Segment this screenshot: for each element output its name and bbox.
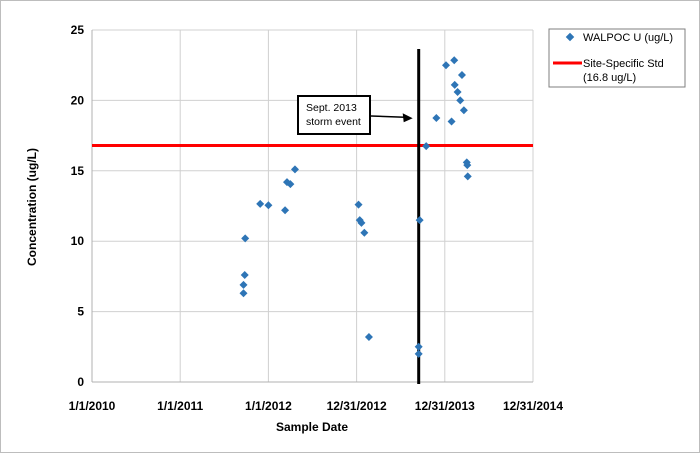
legend: WALPOC U (ug/L) Site-Specific Std (16.8 … bbox=[548, 28, 686, 88]
data-point bbox=[463, 172, 472, 181]
data-point bbox=[414, 349, 423, 358]
legend-label-std-line2: (16.8 ug/L) bbox=[583, 72, 636, 84]
data-point bbox=[447, 117, 456, 126]
data-point bbox=[239, 289, 248, 298]
data-point bbox=[290, 165, 299, 174]
y-tick-label: 10 bbox=[71, 234, 85, 248]
x-tick-label: 12/31/2013 bbox=[415, 399, 475, 413]
data-point bbox=[456, 96, 465, 105]
x-tick-labels: 1/1/2010 1/1/2011 1/1/2012 12/31/2012 12/31/… bbox=[69, 399, 564, 413]
annotation-arrowhead bbox=[402, 113, 413, 123]
data-points bbox=[239, 56, 472, 358]
x-tick-label: 1/1/2012 bbox=[245, 399, 292, 413]
annotation-text: storm event bbox=[306, 116, 361, 128]
data-point bbox=[463, 161, 472, 170]
data-point bbox=[422, 142, 431, 151]
y-tick-label: 25 bbox=[71, 23, 85, 37]
x-tick-label: 12/31/2012 bbox=[327, 399, 387, 413]
y-tick-label: 0 bbox=[77, 375, 84, 389]
data-point bbox=[286, 180, 295, 189]
data-point bbox=[364, 332, 373, 341]
y-axis-title: Concentration (ug/L) bbox=[25, 148, 39, 266]
data-point bbox=[239, 280, 248, 289]
data-point bbox=[281, 206, 290, 215]
data-point bbox=[457, 71, 466, 80]
legend-label-std-line1: Site-Specific Std bbox=[583, 58, 664, 70]
data-point bbox=[432, 114, 441, 122]
data-point bbox=[453, 87, 462, 96]
data-point bbox=[414, 342, 423, 351]
data-point bbox=[442, 61, 451, 70]
x-tick-label: 1/1/2010 bbox=[69, 399, 116, 413]
x-axis-title: Sample Date bbox=[276, 420, 348, 434]
annotation-text: Sept. 2013 bbox=[306, 102, 357, 114]
data-point bbox=[256, 199, 265, 208]
annotation-arrow bbox=[370, 115, 405, 119]
data-point bbox=[264, 201, 273, 210]
x-tick-label: 12/31/2014 bbox=[503, 399, 563, 413]
x-tick-label: 1/1/2011 bbox=[157, 399, 203, 413]
legend-label-walpoc: WALPOC U (ug/L) bbox=[583, 32, 673, 44]
data-point bbox=[459, 106, 468, 115]
y-tick-label: 15 bbox=[71, 164, 85, 178]
y-tick-label: 20 bbox=[71, 93, 85, 107]
data-point bbox=[415, 216, 424, 225]
data-point bbox=[450, 80, 459, 89]
grid bbox=[91, 29, 534, 383]
data-point bbox=[360, 228, 369, 237]
annotation: Sept. 2013 storm event bbox=[297, 95, 413, 135]
data-point bbox=[354, 200, 363, 209]
data-point bbox=[450, 56, 459, 65]
data-point bbox=[240, 270, 249, 279]
data-point bbox=[241, 234, 250, 243]
y-tick-label: 5 bbox=[77, 305, 84, 319]
data-point bbox=[357, 218, 366, 227]
annotation-box bbox=[297, 95, 371, 135]
y-tick-labels: 0 5 10 15 20 25 bbox=[71, 23, 85, 389]
